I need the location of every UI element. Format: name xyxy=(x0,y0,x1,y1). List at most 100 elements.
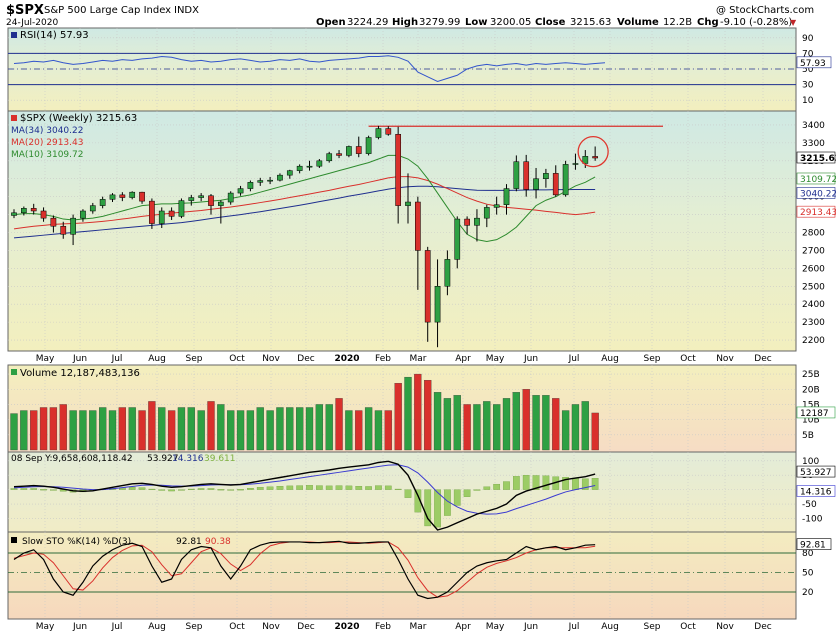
volume-tick-label: 10B xyxy=(802,416,820,426)
candle-body xyxy=(533,178,539,190)
volume-bar xyxy=(177,407,186,451)
chg-value: -9.10 (-0.28%) xyxy=(720,17,792,28)
macd-histogram-bar xyxy=(128,486,136,490)
volume-bar xyxy=(335,398,343,451)
volume-bar xyxy=(443,398,452,451)
month-axis-label: May xyxy=(36,354,55,364)
close-label: Close xyxy=(535,17,566,28)
macd-histogram-bar xyxy=(266,486,274,490)
month-axis-label: Oct xyxy=(229,354,245,364)
macd-histogram-bar xyxy=(256,487,264,490)
macd-tick-label: -50 xyxy=(802,500,817,510)
candle-body xyxy=(355,146,362,154)
candle-body xyxy=(385,128,392,135)
macd-histogram-bar xyxy=(542,475,550,490)
volume-bar xyxy=(512,392,520,451)
candle-body xyxy=(168,210,175,217)
candle-body xyxy=(89,205,96,212)
month-axis-label: Jun xyxy=(523,622,538,632)
candle-body xyxy=(365,137,372,154)
month-axis-label: May xyxy=(486,354,505,364)
candle-body xyxy=(572,163,579,165)
volume-bar xyxy=(148,401,156,451)
sto-legend-prefix: Slow STO %K(14) %D(3) xyxy=(22,537,131,547)
macd-histogram-bar xyxy=(325,485,333,490)
price-tick-label: 3400 xyxy=(802,121,825,131)
candle-body xyxy=(326,153,333,162)
candle-body xyxy=(119,194,126,198)
volume-tick-label: 15B xyxy=(802,400,820,410)
candle-body xyxy=(346,146,352,156)
month-axis-label: Feb xyxy=(375,622,391,632)
macd-layer xyxy=(10,460,599,531)
sto-legend-k: 92.81 xyxy=(176,537,202,547)
price-tick-label: 3300 xyxy=(802,139,825,149)
macd-histogram-bar xyxy=(473,489,481,491)
macd-histogram-bar xyxy=(315,485,323,490)
month-axis-label: May xyxy=(36,622,55,632)
candle-body xyxy=(178,200,185,217)
volume-bar xyxy=(433,392,442,451)
macd-histogram-bar xyxy=(20,488,28,490)
macd-histogram-bar xyxy=(355,486,363,490)
candle-body xyxy=(454,218,461,260)
volume-bar xyxy=(138,410,146,451)
volume-bar xyxy=(473,404,481,451)
price-tick-label: 2500 xyxy=(802,282,825,292)
sto-tick-label: 50 xyxy=(802,569,814,579)
candle-body xyxy=(198,195,205,198)
macd-value-box xyxy=(796,465,836,478)
volume-bar xyxy=(158,407,166,451)
price-value-label: 2913.43 xyxy=(800,208,836,218)
macd-legend: 08 Sep Y:9,658,608,118.42 53.927 14.316 … xyxy=(11,454,236,464)
stochastic-legend: Slow STO %K(14) %D(3) 92.81 90.38 xyxy=(11,537,231,547)
price-legend: $SPX (Weekly) 3215.63 MA(34) 3040.22 MA(… xyxy=(11,113,137,160)
price-legend-swatch xyxy=(11,115,17,121)
open-value: 3224.29 xyxy=(347,17,388,28)
rsi-tick-label: 30 xyxy=(802,81,814,91)
volume-bar xyxy=(561,410,570,451)
volume-tick-label: 20B xyxy=(802,385,820,395)
rsi-legend: RSI(14) 57.93 xyxy=(11,30,89,41)
month-axis-label: Apr xyxy=(455,622,471,632)
price-value-box xyxy=(796,151,836,164)
high-label: High xyxy=(392,17,418,28)
month-axis-label: Apr xyxy=(455,354,471,364)
volume-bar xyxy=(286,407,294,451)
candle-body xyxy=(267,179,273,182)
volume-bar xyxy=(69,410,77,451)
rsi-tick-label: 10 xyxy=(802,96,814,106)
month-axis-label: Sep xyxy=(186,354,203,364)
macd-value-label: 14.316 xyxy=(800,487,832,497)
volume-bar xyxy=(394,383,402,451)
month-axis-label: May xyxy=(486,622,505,632)
index-name: S&P 500 Large Cap Index xyxy=(44,5,171,16)
volume-bar xyxy=(79,410,87,451)
candle-body xyxy=(70,217,76,235)
exchange-label: INDX xyxy=(174,5,199,16)
candle-body xyxy=(237,188,244,194)
macd-value-label: 53.927 xyxy=(800,468,832,478)
chg-label: Chg xyxy=(697,17,719,28)
candle-body xyxy=(99,199,106,206)
rsi-legend-swatch xyxy=(11,32,17,38)
month-axis-label: Oct xyxy=(229,622,245,632)
candle-body xyxy=(21,208,27,214)
sto-legend-swatch xyxy=(11,537,17,543)
candle-body xyxy=(129,191,136,198)
macd-histogram-bar xyxy=(227,489,235,491)
volume-bar xyxy=(345,410,353,451)
macd-histogram-bar xyxy=(178,489,185,491)
volume-bar xyxy=(99,407,107,451)
month-axis-label: Nov xyxy=(262,622,280,632)
chart-date: 24-Jul-2020 xyxy=(6,18,58,28)
candle-body xyxy=(552,173,559,196)
month-axis-label: 2020 xyxy=(334,354,359,364)
volume-bar xyxy=(542,395,550,451)
rsi-tick-label: 50 xyxy=(802,65,814,75)
price-value-box xyxy=(796,172,836,185)
macd-histogram-bar xyxy=(168,489,175,492)
month-axis-label: Jul xyxy=(111,622,123,632)
macd-histogram-bar xyxy=(414,489,422,513)
